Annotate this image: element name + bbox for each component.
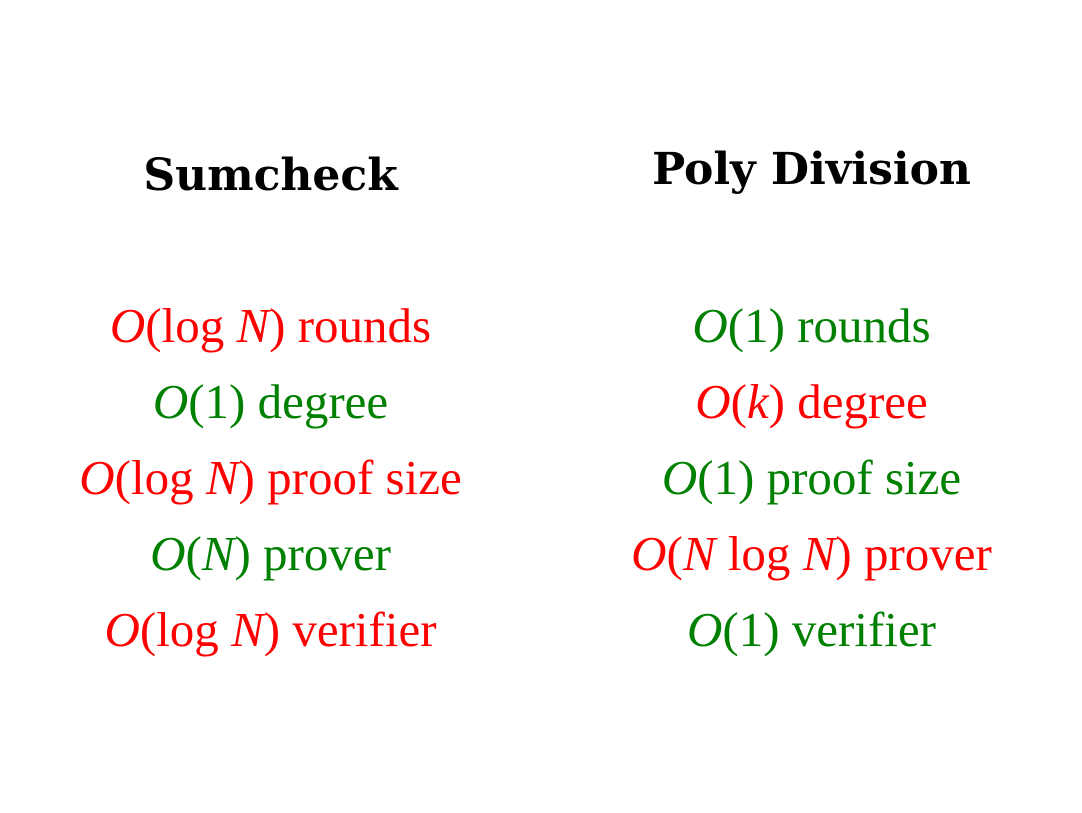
complexity-row-proof-size: O(log N) proof size — [0, 446, 541, 522]
complexity-value: O(1) — [692, 298, 785, 353]
complexity-label: proof size — [766, 450, 962, 505]
column-title: Poly Division — [652, 144, 971, 195]
complexity-row-rounds: O(1) rounds — [541, 294, 1082, 370]
complexity-label: degree — [797, 374, 928, 429]
complexity-label: rounds — [797, 298, 931, 353]
complexity-list: O(1) rounds O(k) degree O(1) proof size … — [541, 294, 1082, 674]
column-title: Sumcheck — [143, 150, 398, 201]
complexity-value: O(k) — [695, 374, 785, 429]
complexity-value: O(log N) — [104, 602, 281, 657]
complexity-value: O(1) — [661, 450, 755, 505]
complexity-row-verifier: O(log N) verifier — [0, 598, 541, 674]
complexity-value: O(1) — [152, 374, 246, 429]
complexity-label: rounds — [297, 298, 432, 353]
complexity-value: O(N) — [150, 526, 251, 581]
complexity-label: proof size — [267, 450, 462, 505]
complexity-value: O(1) — [687, 602, 780, 657]
complexity-label: verifier — [791, 602, 936, 657]
complexity-row-degree: O(k) degree — [541, 370, 1082, 446]
complexity-value: O(log N) — [79, 450, 255, 505]
complexity-label: degree — [257, 374, 389, 429]
complexity-list: O(log N) rounds O(1) degree O(log N) pro… — [0, 294, 541, 674]
complexity-label: verifier — [292, 602, 437, 657]
complexity-label: prover — [263, 526, 391, 581]
complexity-row-prover: O(N) prover — [0, 522, 541, 598]
complexity-value: O(log N) — [109, 298, 286, 353]
complexity-row-verifier: O(1) verifier — [541, 598, 1082, 674]
complexity-value: O(N log N) — [631, 526, 852, 581]
complexity-row-proof-size: O(1) proof size — [541, 446, 1082, 522]
complexity-row-rounds: O(log N) rounds — [0, 294, 541, 370]
complexity-row-prover: O(N log N) prover — [541, 522, 1082, 598]
complexity-label: prover — [863, 526, 992, 581]
complexity-row-degree: O(1) degree — [0, 370, 541, 446]
